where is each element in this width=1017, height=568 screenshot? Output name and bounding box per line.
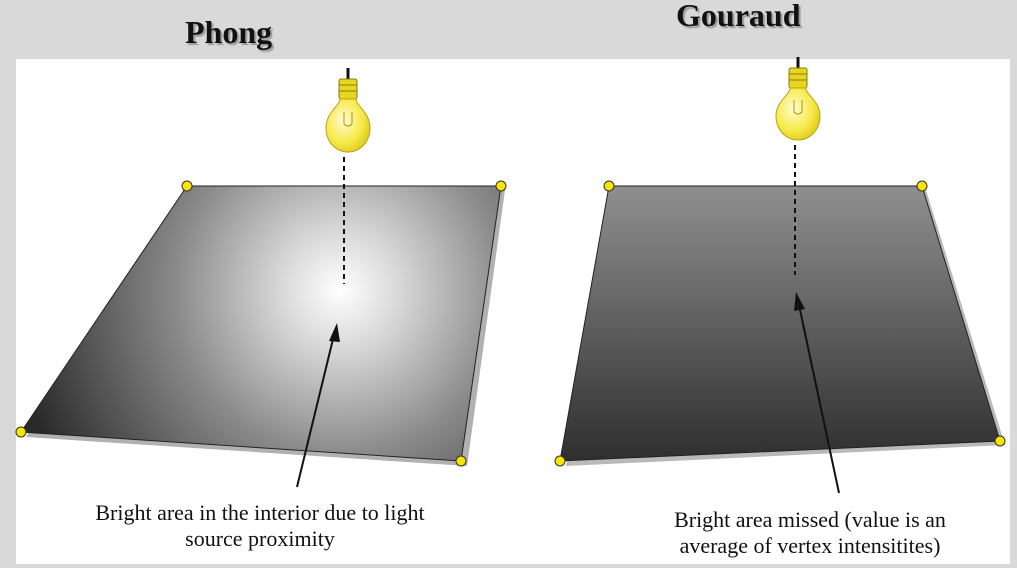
gouraud-vertex-top-right	[916, 180, 928, 192]
phong-caption: Bright area in the interior due to light…	[40, 500, 480, 552]
phong-caption-line1: Bright area in the interior due to light	[95, 500, 425, 525]
gouraud-arrow	[794, 292, 840, 494]
gouraud-caption-line2: average of vertex intensitites)	[679, 533, 941, 558]
phong-quad	[20, 185, 505, 466]
phong-vertex-bottom-left	[15, 426, 27, 438]
phong-vertex-bottom-right	[455, 455, 467, 467]
gouraud-caption: Bright area missed (value is an average …	[600, 507, 1017, 559]
gouraud-vertex-bottom-right	[994, 435, 1006, 447]
light-bulb-icon	[775, 57, 821, 141]
phong-arrow	[296, 323, 340, 488]
gouraud-title: Gouraud	[676, 0, 801, 33]
gouraud-caption-line1: Bright area missed (value is an	[674, 507, 946, 532]
gouraud-vertex-top-left	[603, 180, 615, 192]
phong-caption-line2: source proximity	[185, 526, 335, 551]
light-bulb-icon	[325, 68, 371, 153]
gouraud-vertex-bottom-left	[554, 455, 566, 467]
phong-vertex-top-left	[181, 180, 193, 192]
phong-title: Phong	[185, 14, 273, 50]
phong-vertex-top-right	[495, 180, 507, 192]
gouraud-quad	[559, 185, 1005, 466]
